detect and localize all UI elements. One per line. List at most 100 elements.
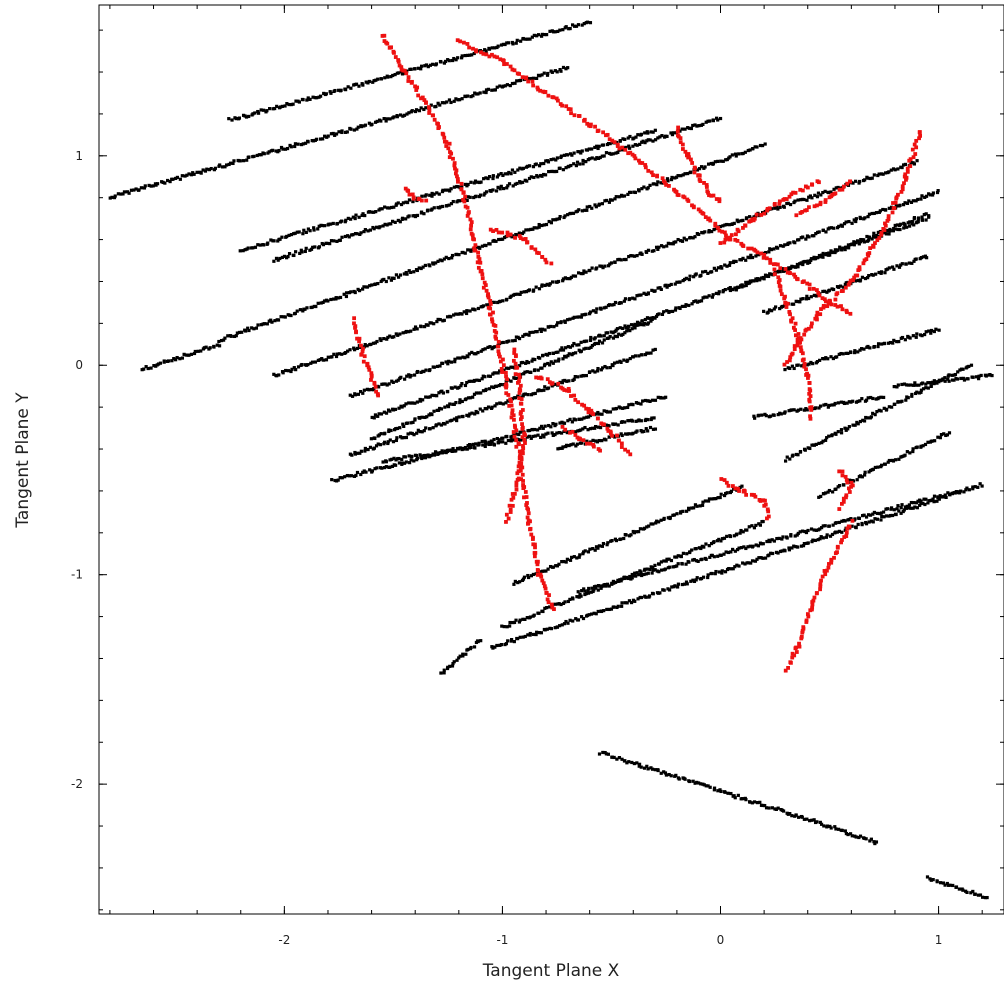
data-point: [834, 186, 838, 190]
data-point: [537, 287, 542, 291]
data-point: [684, 238, 689, 242]
data-point: [426, 208, 430, 212]
data-point: [546, 71, 550, 76]
data-point: [725, 491, 729, 495]
data-point: [617, 438, 621, 443]
data-point: [589, 408, 594, 413]
data-point: [687, 508, 691, 512]
data-point: [531, 357, 535, 361]
data-point: [215, 343, 219, 347]
data-point: [461, 652, 465, 656]
data-point: [432, 452, 437, 457]
data-point: [419, 96, 423, 101]
data-point: [405, 272, 409, 276]
data-point: [610, 582, 614, 586]
data-point: [619, 360, 623, 364]
data-point: [547, 423, 551, 428]
data-point: [703, 215, 708, 219]
data-point: [513, 170, 517, 174]
data-point: [685, 582, 689, 586]
data-point: [415, 268, 419, 273]
data-point: [938, 881, 943, 885]
data-point: [852, 240, 856, 244]
data-point: [535, 329, 539, 334]
data-point: [466, 211, 471, 216]
data-point: [657, 312, 661, 316]
data-point: [762, 503, 767, 508]
data-point: [394, 427, 398, 431]
data-point: [724, 233, 728, 238]
data-point: [584, 441, 589, 446]
data-point: [675, 564, 679, 568]
data-point: [691, 205, 696, 210]
data-point: [182, 352, 186, 356]
data-point: [312, 226, 316, 230]
data-point: [452, 99, 456, 103]
data-point: [768, 272, 772, 276]
data-point: [521, 166, 525, 170]
data-point: [556, 447, 560, 451]
data-point: [479, 639, 483, 643]
data-point: [516, 469, 521, 474]
data-point: [256, 111, 261, 115]
data-point: [299, 142, 304, 147]
data-point: [403, 377, 407, 381]
data-point: [359, 231, 363, 235]
data-point: [679, 174, 683, 178]
data-point: [916, 220, 920, 224]
data-point: [438, 364, 442, 368]
data-point: [646, 418, 650, 422]
data-point: [599, 334, 603, 338]
data-point: [675, 280, 679, 284]
data-point: [536, 428, 540, 432]
data-point: [822, 492, 826, 496]
data-point: [649, 565, 653, 569]
data-point: [660, 134, 664, 138]
data-point: [925, 256, 929, 260]
data-point: [847, 219, 851, 224]
data-point: [639, 570, 643, 574]
data-point: [634, 401, 639, 405]
data-point: [572, 341, 576, 346]
data-point: [428, 427, 432, 431]
data-point: [643, 131, 647, 135]
data-point: [511, 438, 516, 442]
data-point: [813, 193, 817, 197]
data-point: [496, 44, 500, 48]
data-point: [566, 318, 570, 322]
data-point: [829, 355, 833, 359]
data-point: [618, 406, 623, 410]
data-point: [857, 242, 861, 246]
streak: [140, 343, 222, 372]
data-point: [670, 309, 675, 314]
data-point: [132, 188, 136, 192]
data-point: [936, 435, 940, 439]
data-point: [510, 168, 515, 172]
data-point: [676, 193, 681, 198]
data-point: [556, 381, 561, 386]
data-point: [518, 236, 523, 240]
data-point: [493, 46, 497, 50]
data-point: [899, 263, 903, 267]
data-point: [357, 339, 361, 344]
data-point: [646, 399, 650, 403]
data-point: [797, 815, 801, 819]
data-point: [151, 184, 155, 188]
data-point: [468, 227, 473, 232]
data-point: [514, 376, 519, 381]
data-point: [231, 161, 235, 166]
data-point: [639, 572, 643, 576]
data-point: [394, 273, 399, 277]
data-point: [504, 401, 508, 405]
data-point: [634, 574, 638, 578]
data-point: [501, 363, 506, 368]
data-point: [760, 143, 765, 148]
data-point: [279, 145, 284, 150]
data-point: [541, 569, 545, 573]
data-point: [814, 314, 819, 319]
data-point: [579, 151, 583, 155]
data-point: [511, 413, 516, 418]
black-streak-series: [108, 20, 994, 900]
data-point: [499, 367, 504, 371]
